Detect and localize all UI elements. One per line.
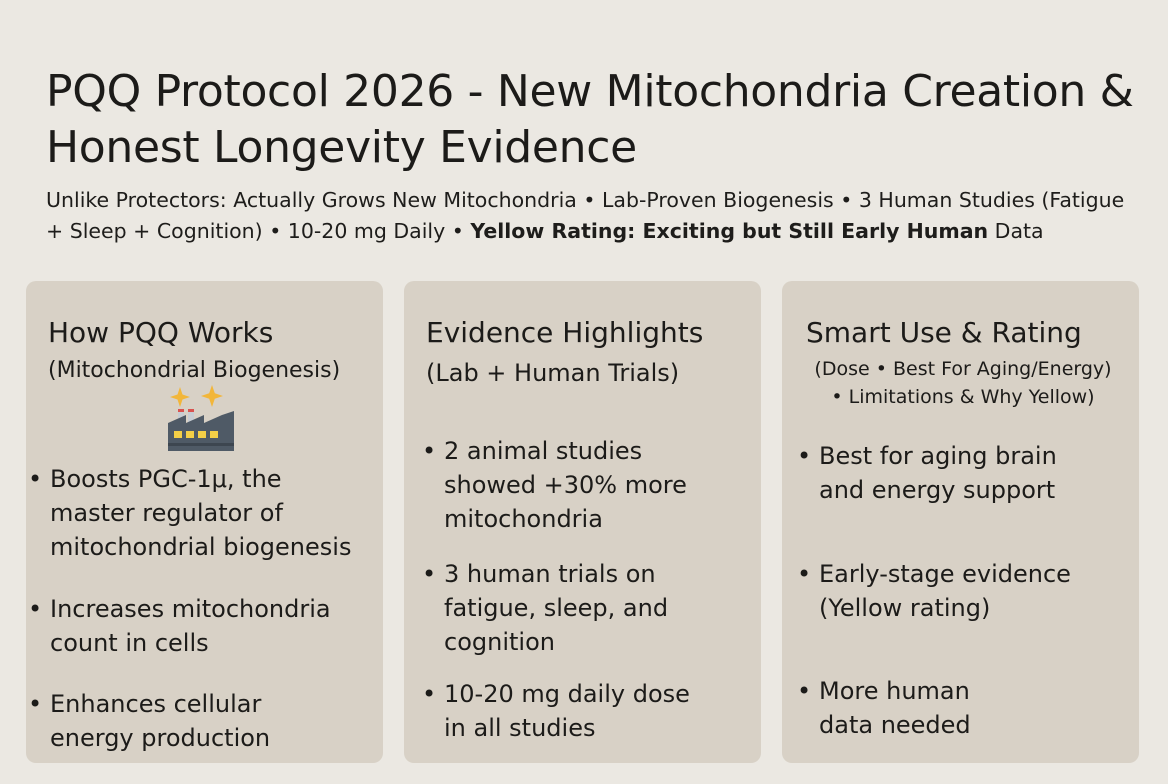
list-item: 10-20 mg daily dose in all studies <box>422 677 690 745</box>
card-how-pqq-works: How PQQ Works (Mitochondrial Biogenesis)… <box>26 281 383 763</box>
card-smart-use-rating: Smart Use & Rating (Dose • Best For Agin… <box>782 281 1139 763</box>
subtitle-text: Unlike Protectors: Actually Grows New Mi… <box>46 188 1125 243</box>
page-title: PQQ Protocol 2026 - New Mitochondria Cre… <box>46 66 1134 173</box>
card-evidence-highlights: Evidence Highlights (Lab + Human Trials)… <box>404 281 761 763</box>
list-item: More human data needed <box>797 674 971 742</box>
card-heading: Evidence Highlights <box>426 316 704 349</box>
subtitle-tail: Data <box>988 218 1044 243</box>
page-subtitle: Unlike Protectors: Actually Grows New Mi… <box>46 185 1136 246</box>
card-subheading: (Dose • Best For Aging/Energy) • Limitat… <box>814 358 1112 408</box>
list-item: Best for aging brain and energy support <box>797 439 1057 507</box>
card-subheading: (Lab + Human Trials) <box>426 359 680 387</box>
list-item: Boosts PGC-1μ, the master regulator of m… <box>28 462 351 564</box>
list-item: Increases mitochondria count in cells <box>28 592 331 660</box>
list-item: Early-stage evidence (Yellow rating) <box>797 557 1071 625</box>
factory-sparkle-icon <box>168 385 234 451</box>
card-heading: How PQQ Works <box>48 316 274 349</box>
list-item: 3 human trials on fatigue, sleep, and co… <box>422 557 668 659</box>
list-item: Enhances cellular energy production <box>28 687 270 755</box>
subtitle-rating: Yellow Rating: Exciting but Still Early … <box>470 218 989 243</box>
list-item: 2 animal studies showed +30% more mitoch… <box>422 434 687 536</box>
card-subheading: (Mitochondrial Biogenesis) <box>48 358 341 383</box>
card-heading: Smart Use & Rating <box>806 316 1082 349</box>
